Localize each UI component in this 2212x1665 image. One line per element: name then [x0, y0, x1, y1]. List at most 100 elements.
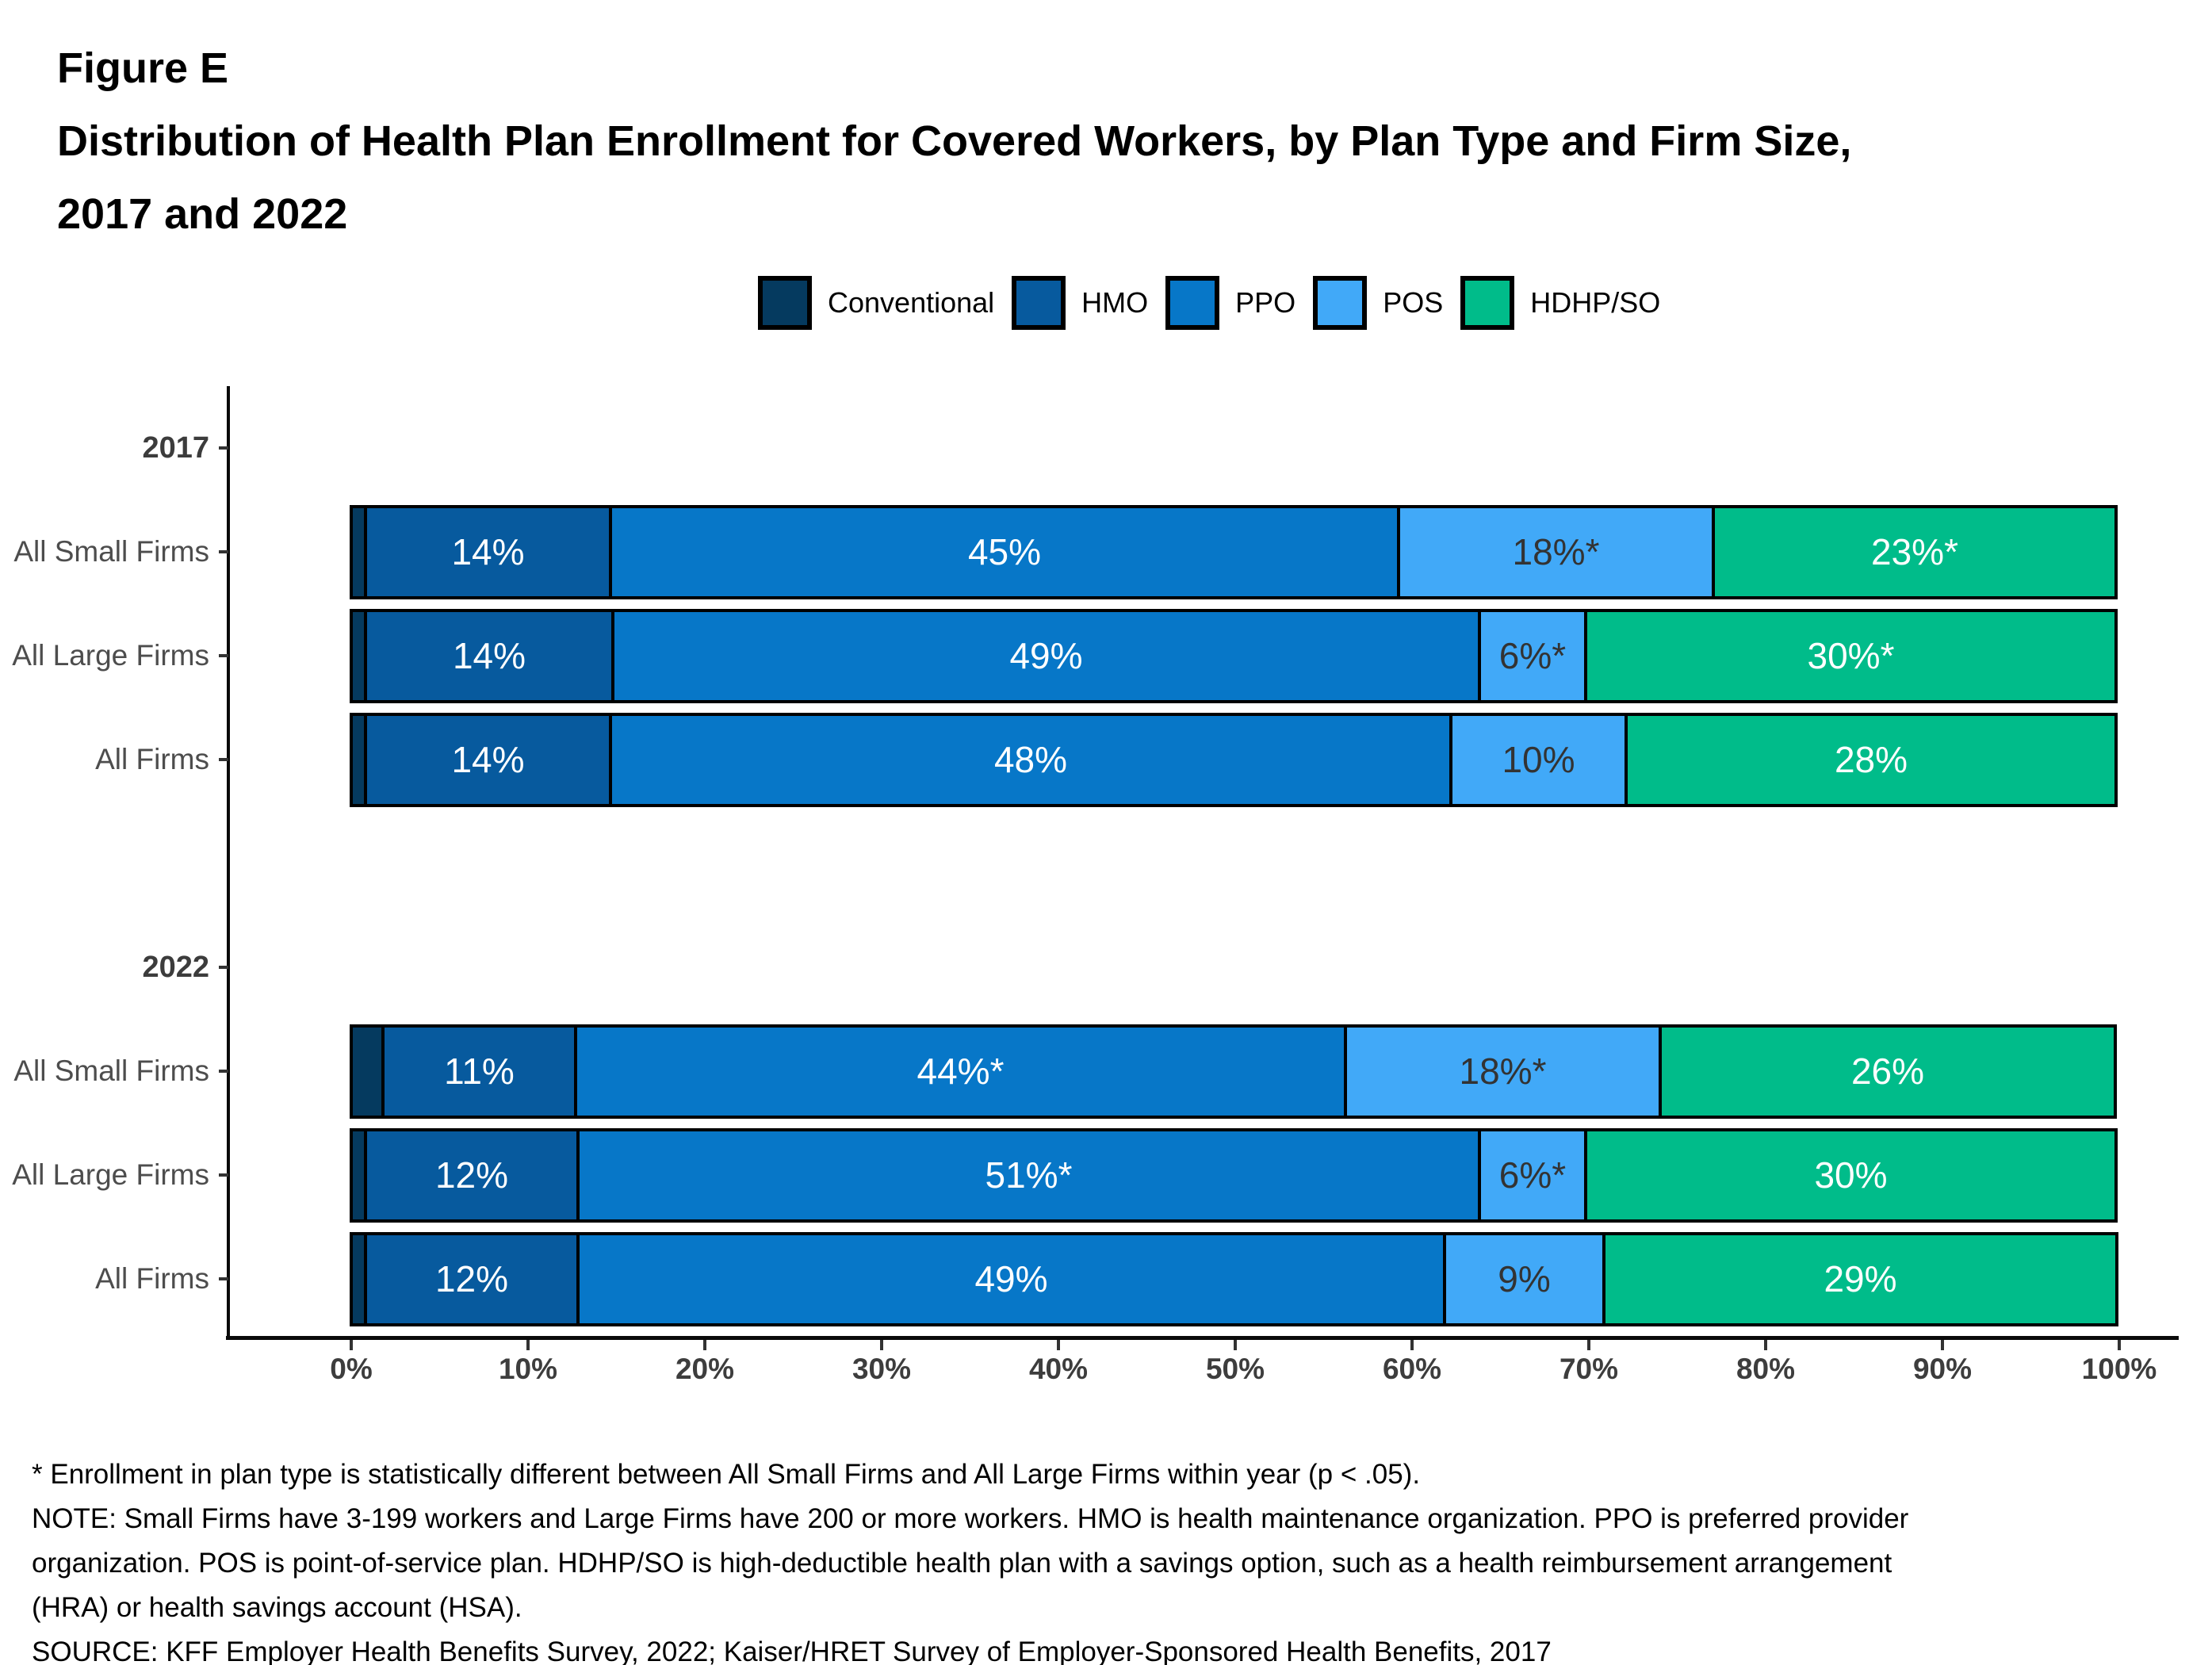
- legend-label: HMO: [1081, 286, 1149, 319]
- y-axis-label-firm: All Small Firms: [13, 535, 209, 568]
- x-axis-tick-label: 100%: [2081, 1353, 2157, 1385]
- bar-segment: 48%: [609, 712, 1452, 807]
- bar-segment: 10%: [1449, 712, 1628, 807]
- bar-segment: 30%*: [1584, 608, 2118, 703]
- bar-value-label: 10%: [1502, 739, 1575, 780]
- legend-label: PPO: [1235, 286, 1296, 319]
- legend-label: POS: [1383, 286, 1444, 319]
- footnote-note-line-3: (HRA) or health savings account (HSA).: [32, 1592, 522, 1623]
- bar-row: 14% 49% 6%* 30%*: [350, 608, 2118, 703]
- bar-segment: 23%*: [1712, 504, 2118, 599]
- bar-value-label: 30%: [1814, 1154, 1888, 1196]
- figure-title-line-1: Distribution of Health Plan Enrollment f…: [57, 117, 1852, 165]
- footnote-source: SOURCE: KFF Employer Health Benefits Sur…: [32, 1636, 1552, 1665]
- bar-row: 11% 44%* 18%* 26%: [350, 1024, 2117, 1119]
- x-axis-tick-label: 10%: [498, 1353, 558, 1385]
- x-axis-line: [226, 1336, 2179, 1340]
- legend-label: Conventional: [828, 286, 995, 319]
- bar-value-label: 44%*: [917, 1051, 1005, 1092]
- bar-value-label: 48%: [993, 739, 1068, 780]
- footnotes: * Enrollment in plan type is statistical…: [32, 1453, 1908, 1665]
- x-axis-tick-label: 60%: [1382, 1353, 1442, 1385]
- x-axis-tick-label: 40%: [1028, 1353, 1089, 1385]
- y-axis-label-year: 2022: [142, 951, 209, 984]
- y-axis-tick-mark: [219, 550, 228, 553]
- y-axis-tick-mark: [219, 758, 228, 761]
- bar-value-label: 49%: [1009, 635, 1083, 676]
- bar-value-label: 14%: [451, 739, 525, 780]
- y-axis-tick-mark: [219, 446, 228, 450]
- bar-segment: 12%: [364, 1231, 580, 1326]
- legend-item: POS: [1313, 276, 1443, 330]
- bar-segment: 49%: [611, 608, 1481, 703]
- x-axis-tick-label: 80%: [1736, 1353, 1796, 1385]
- x-axis-tick-mark: [1234, 1340, 1237, 1350]
- bar-segment: 26%: [1659, 1024, 2117, 1119]
- bar-segment: 14%: [364, 608, 614, 703]
- bar-value-label: 18%*: [1512, 531, 1600, 572]
- y-axis-label-year: 2017: [142, 431, 209, 465]
- y-axis-line: [227, 386, 230, 1339]
- legend-item: HMO: [1012, 276, 1148, 330]
- bar-row: 12% 49% 9% 29%: [350, 1231, 2118, 1326]
- x-axis-tick-label: 90%: [1912, 1353, 1973, 1385]
- x-axis-tick-mark: [2118, 1340, 2121, 1350]
- bar-value-label: 45%: [967, 531, 1042, 572]
- footnote-note-line-2: organization. POS is point-of-service pl…: [32, 1548, 1892, 1579]
- bar-value-label: 26%: [1850, 1051, 1925, 1092]
- y-axis-tick-mark: [219, 1070, 228, 1073]
- bar-value-label: 6%*: [1498, 635, 1567, 676]
- bar-value-label: 28%: [1834, 739, 1908, 780]
- x-axis-tick-label: 20%: [675, 1353, 735, 1385]
- footnote-asterisk: * Enrollment in plan type is statistical…: [32, 1459, 1421, 1490]
- legend-swatch-icon: [1313, 276, 1368, 330]
- legend-swatch-icon: [758, 276, 812, 330]
- bar-row: 14% 48% 10% 28%: [350, 712, 2118, 807]
- title-block: Figure E Distribution of Health Plan Enr…: [57, 32, 1851, 251]
- bar-segment: 29%: [1602, 1231, 2118, 1326]
- footnote-note-line-1: NOTE: Small Firms have 3-199 workers and…: [32, 1503, 1909, 1534]
- x-axis-tick-mark: [1057, 1340, 1060, 1350]
- legend-swatch-icon: [1460, 276, 1515, 330]
- figure-label: Figure E: [57, 44, 229, 92]
- legend: Conventional HMO PPO POS HDHP/SO: [758, 276, 1660, 330]
- bar-segment: 11%: [381, 1024, 577, 1119]
- x-axis-tick-mark: [880, 1340, 883, 1350]
- legend-item: HDHP/SO: [1460, 276, 1660, 330]
- y-axis-label-firm: All Small Firms: [13, 1054, 209, 1087]
- legend-item: Conventional: [758, 276, 994, 330]
- bar-segment: 28%: [1625, 712, 2118, 807]
- x-axis-tick-label: 70%: [1559, 1353, 1619, 1385]
- bar-segment: 12%: [364, 1127, 580, 1223]
- x-axis-tick-mark: [350, 1340, 353, 1350]
- bar-segment: 18%*: [1344, 1024, 1662, 1119]
- bar-row: 12% 51%* 6%* 30%: [350, 1127, 2118, 1223]
- y-axis-tick-mark: [219, 654, 228, 657]
- bar-value-label: 12%: [434, 1258, 509, 1299]
- x-axis-tick-label: 50%: [1205, 1353, 1265, 1385]
- y-axis-label-firm: All Large Firms: [12, 1158, 209, 1191]
- bar-segment: 14%: [364, 504, 612, 599]
- bar-value-label: 14%: [451, 531, 525, 572]
- bar-row: 14% 45% 18%* 23%*: [350, 504, 2118, 599]
- bar-value-label: 9%: [1498, 1258, 1551, 1299]
- y-axis-tick-mark: [219, 966, 228, 969]
- y-axis-label-firm: All Firms: [95, 1262, 209, 1295]
- bar-value-label: 51%*: [985, 1154, 1073, 1196]
- bar-segment: 18%*: [1397, 504, 1715, 599]
- y-axis-label-firm: All Firms: [95, 743, 209, 775]
- bar-value-label: 23%*: [1871, 531, 1958, 572]
- bar-segment: 30%: [1584, 1127, 2118, 1223]
- bar-segment: 9%: [1443, 1231, 1605, 1326]
- bar-segment: [350, 1024, 385, 1119]
- figure-title-line-2: 2017 and 2022: [57, 190, 348, 238]
- bar-value-label: 49%: [974, 1258, 1048, 1299]
- bar-value-label: 14%: [452, 635, 526, 676]
- x-axis-tick-mark: [1410, 1340, 1414, 1350]
- y-axis-label-firm: All Large Firms: [12, 639, 209, 672]
- bar-segment: 14%: [364, 712, 612, 807]
- y-axis-tick-mark: [219, 1173, 228, 1177]
- bar-segment: 44%*: [574, 1024, 1347, 1119]
